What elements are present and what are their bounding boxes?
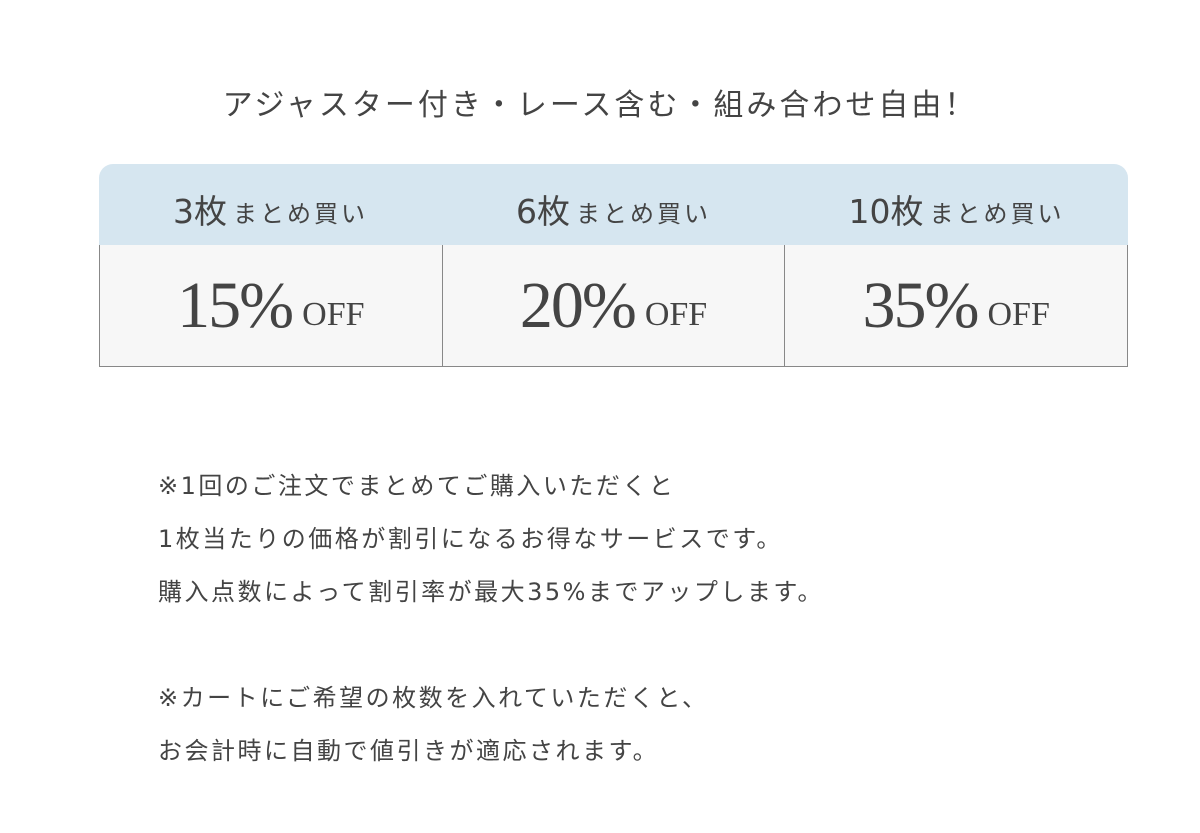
headline: アジャスター付き・レース含む・組み合わせ自由！ (222, 88, 978, 123)
tier-count: 6枚 (516, 191, 570, 231)
discount-table-body: 15% OFF 20% OFF 35% OFF (99, 245, 1128, 367)
note-line: ※カートにご希望の枚数を入れていただくと、 (158, 684, 709, 712)
discount-off: OFF (302, 295, 365, 333)
note-line: 1枚当たりの価格が割引になるお得なサービスです。 (158, 525, 783, 553)
tier-discount-6: 20% OFF (441, 245, 785, 366)
tier-discount-3: 15% OFF (100, 245, 442, 366)
tier-label: まとめ買い (929, 200, 1065, 228)
discount-percent: 35% (862, 268, 980, 342)
tier-count: 10枚 (848, 191, 924, 231)
note-line: 購入点数によって割引率が最大35%までアップします。 (158, 578, 825, 606)
discount-table: 3枚 まとめ買い 6枚 まとめ買い 10枚 まとめ買い 15% OFF 20% OFF 3… (99, 164, 1128, 367)
discount-off: OFF (644, 295, 708, 333)
discount-percent: 15% (177, 268, 294, 342)
tier-label: まとめ買い (233, 200, 368, 228)
note-line: お会計時に自動で値引きが適応されます。 (158, 737, 660, 765)
discount-table-header: 3枚 まとめ買い 6枚 まとめ買い 10枚 まとめ買い (99, 164, 1128, 245)
tier-label: まとめ買い (576, 200, 711, 228)
tier-header-6: 6枚 まとめ買い (442, 164, 785, 245)
tier-discount-10: 35% OFF (784, 245, 1127, 366)
discount-off: OFF (987, 295, 1050, 333)
discount-percent: 20% (519, 268, 637, 342)
note-line: ※1回のご注文でまとめてご購入いただくと (158, 472, 676, 500)
notes: ※1回のご注文でまとめてご購入いただくと 1枚当たりの価格が割引になるお得なサー… (158, 460, 824, 778)
tier-header-10: 10枚 まとめ買い (785, 164, 1128, 245)
tier-count: 3枚 (173, 191, 227, 231)
tier-header-3: 3枚 まとめ買い (99, 164, 442, 245)
